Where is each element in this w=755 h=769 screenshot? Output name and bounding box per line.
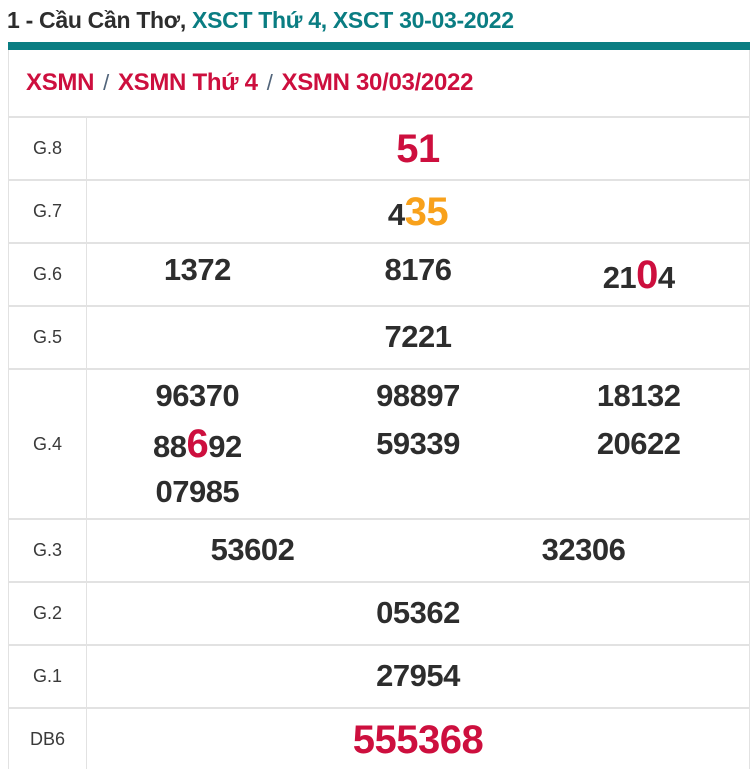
breadcrumb-link[interactable]: XSMN xyxy=(26,69,95,96)
value-cell: 51 xyxy=(87,128,749,170)
result-number: 07985 xyxy=(155,473,240,509)
result-number: 32306 xyxy=(541,532,626,568)
table-row: G.8 51 xyxy=(9,116,749,179)
value-cell: 555368 xyxy=(87,719,749,761)
prize-label: G.7 xyxy=(9,181,87,242)
value-cell: 1372 xyxy=(87,251,308,296)
result-number: 1372 xyxy=(163,251,231,287)
breadcrumb: XSMN / XSMN Thứ 4 / XSMN 30/03/2022 xyxy=(9,50,749,116)
result-number-highlight: 35 xyxy=(404,189,449,234)
value-cell: 98897 xyxy=(308,377,529,413)
result-number: 98897 xyxy=(376,377,460,413)
value-cell: 53602 xyxy=(87,532,418,568)
prize-label: G.3 xyxy=(9,520,87,581)
breadcrumb-link[interactable]: XSMN 30/03/2022 xyxy=(281,69,474,96)
results-panel: XSMN / XSMN Thứ 4 / XSMN 30/03/2022 G.8 51 G.7… xyxy=(8,42,750,769)
results-table: G.8 51 G.7 435 G.6 1372 8176 2104 G.5 7221 G.4 9637… xyxy=(9,116,749,769)
result-number: 88 xyxy=(152,429,187,464)
value-cell: 2104 xyxy=(528,254,749,296)
value-line: 1372 8176 2104 xyxy=(87,251,749,296)
value-cell: 20622 xyxy=(528,425,749,461)
prize-values: 96370 98897 18132 88692 59339 20622 07985 xyxy=(87,370,749,518)
page-title-prefix: 1 - Cầu Cần Thơ, xyxy=(7,7,193,33)
result-number: 4 xyxy=(657,259,675,295)
prize-label: DB6 xyxy=(9,709,87,769)
prize-label: G.5 xyxy=(9,307,87,368)
result-number: 20622 xyxy=(596,425,681,461)
value-cell: 435 xyxy=(87,191,749,233)
value-cell: 88692 xyxy=(87,423,308,465)
result-number-highlight: 0 xyxy=(636,252,658,297)
result-number: 53602 xyxy=(210,532,295,568)
prize-values: 1372 8176 2104 xyxy=(87,244,749,305)
breadcrumb-separator: / xyxy=(103,70,109,95)
table-row: G.5 7221 xyxy=(9,305,749,368)
value-cell: 96370 xyxy=(87,377,308,413)
value-line: 7221 xyxy=(87,319,749,355)
result-number: 4 xyxy=(387,196,405,232)
table-row: G.3 53602 32306 xyxy=(9,518,749,581)
prize-values: 555368 xyxy=(87,709,749,769)
result-number: 92 xyxy=(208,429,242,464)
table-row: G.1 27954 xyxy=(9,644,749,707)
value-cell: 18132 xyxy=(528,377,749,413)
value-cell: 05362 xyxy=(87,595,749,631)
result-number: 05362 xyxy=(376,595,460,631)
prize-values: 53602 32306 xyxy=(87,520,749,581)
value-cell: 27954 xyxy=(87,658,749,694)
result-number: 8176 xyxy=(384,251,452,287)
prize-values: 05362 xyxy=(87,583,749,644)
prize-label: G.4 xyxy=(9,370,87,518)
value-line: 07985 xyxy=(87,468,749,516)
table-row: G.2 05362 xyxy=(9,581,749,644)
result-number-highlight: 6 xyxy=(186,422,209,466)
value-line: 96370 98897 18132 xyxy=(87,372,749,420)
prize-values: 27954 xyxy=(87,646,749,707)
table-row: G.4 96370 98897 18132 88692 59339 20622 07985 xyxy=(9,368,749,518)
value-cell: 32306 xyxy=(418,532,749,568)
page-title: 1 - Cầu Cần Thơ, XSCT Thứ 4, XSCT 30-03-… xyxy=(0,0,755,42)
result-number: 21 xyxy=(602,259,637,295)
prize-label: G.1 xyxy=(9,646,87,707)
teal-divider-bar xyxy=(8,42,750,50)
value-line: 05362 xyxy=(87,595,749,631)
result-number-highlight: 51 xyxy=(396,126,440,171)
breadcrumb-separator: / xyxy=(266,70,273,95)
prize-label: G.8 xyxy=(9,118,87,179)
prize-label: G.2 xyxy=(9,583,87,644)
value-line: 555368 xyxy=(87,719,749,761)
page-title-highlight: XSCT Thứ 4, XSCT 30-03-2022 xyxy=(192,7,514,33)
value-line: 435 xyxy=(87,191,749,233)
result-number: 96370 xyxy=(155,377,240,413)
table-row: DB6 555368 xyxy=(9,707,749,769)
value-cell: 07985 xyxy=(87,473,308,509)
result-number: 59339 xyxy=(376,425,460,461)
value-cell: 8176 xyxy=(308,251,529,296)
table-row: G.6 1372 8176 2104 xyxy=(9,242,749,305)
table-row: G.7 435 xyxy=(9,179,749,242)
prize-values: 51 xyxy=(87,118,749,179)
prize-label: G.6 xyxy=(9,244,87,305)
result-number: 7221 xyxy=(384,319,452,355)
value-cell: 7221 xyxy=(87,319,749,355)
result-number: 27954 xyxy=(376,658,460,694)
result-number-highlight: 555368 xyxy=(352,717,484,762)
value-line: 88692 59339 20622 xyxy=(87,420,749,468)
prize-values: 7221 xyxy=(87,307,749,368)
result-number: 18132 xyxy=(596,377,681,413)
value-cell: 59339 xyxy=(308,425,529,461)
breadcrumb-link[interactable]: XSMN Thứ 4 xyxy=(117,69,258,96)
prize-values: 435 xyxy=(87,181,749,242)
value-line: 27954 xyxy=(87,658,749,694)
value-line: 53602 32306 xyxy=(87,532,749,568)
value-line: 51 xyxy=(87,128,749,170)
